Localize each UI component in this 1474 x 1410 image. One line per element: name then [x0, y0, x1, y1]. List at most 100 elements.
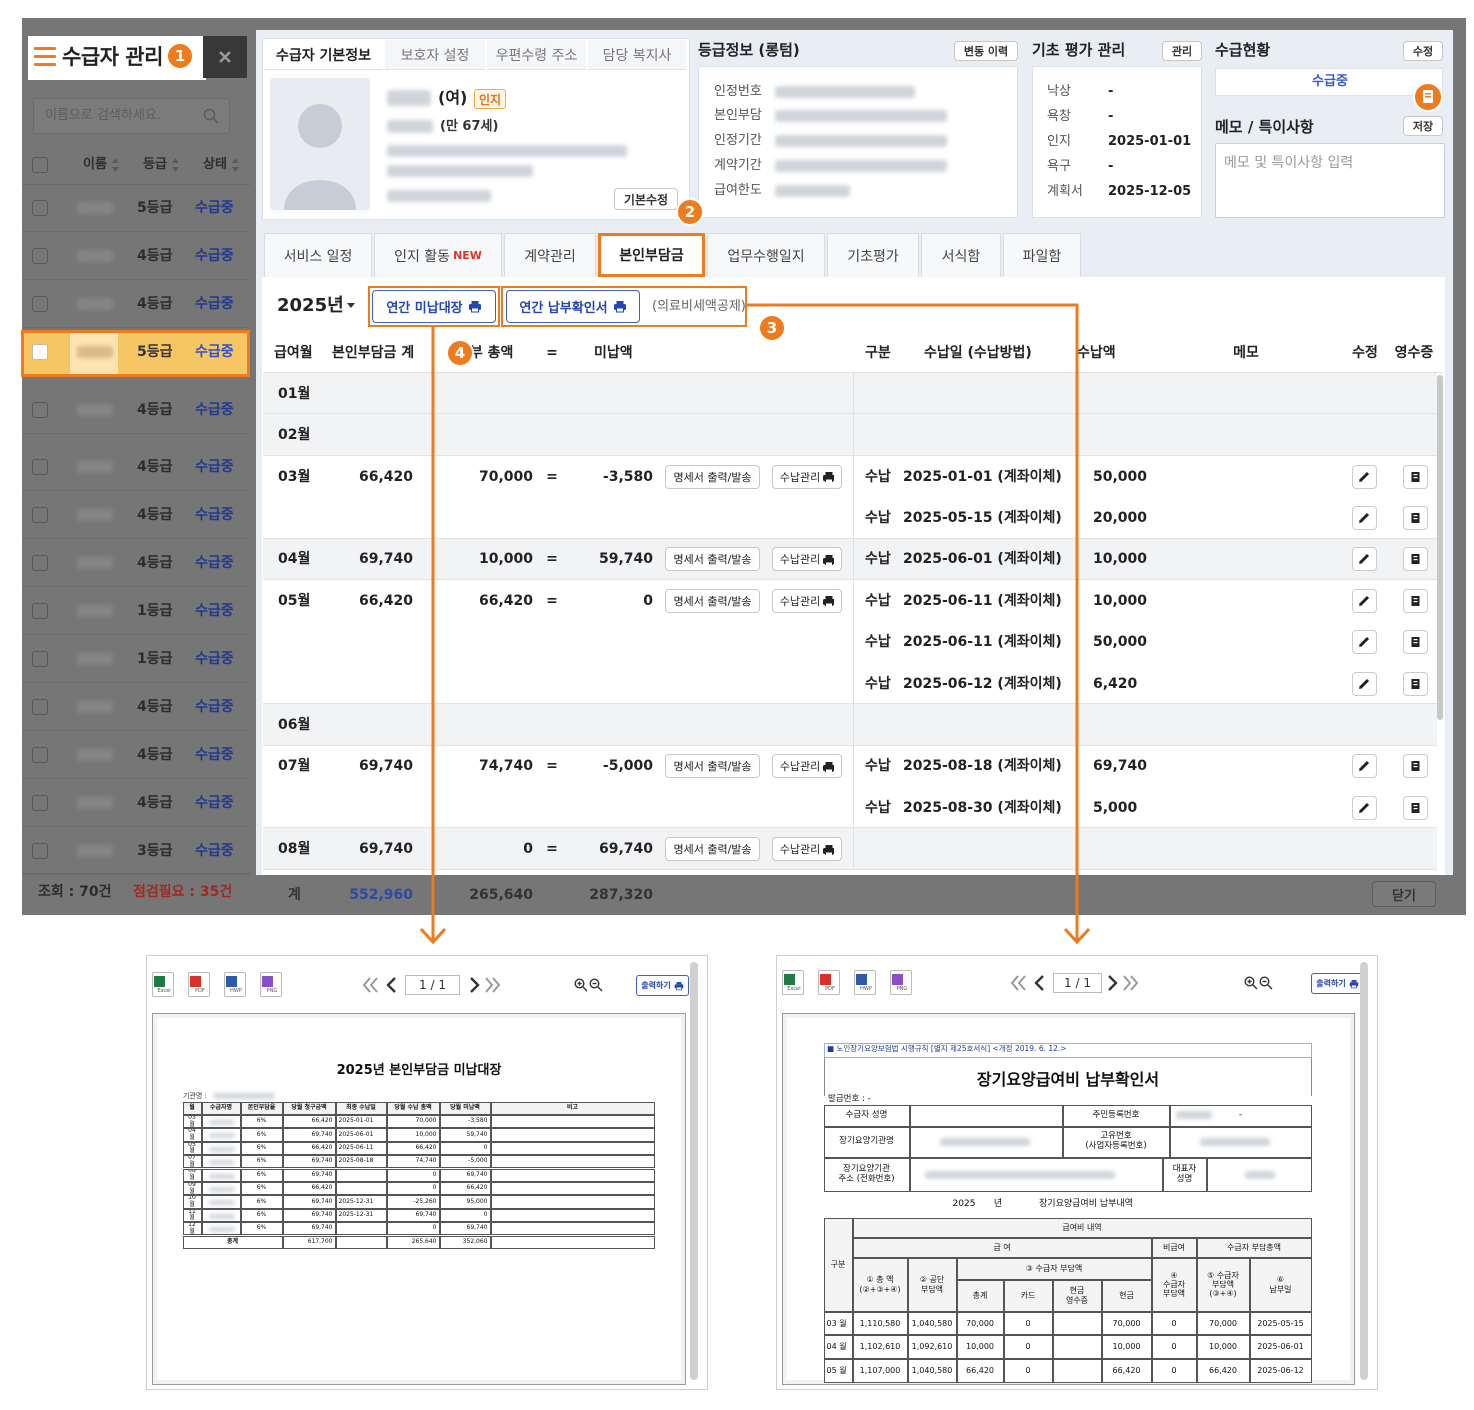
export-icon[interactable]: PDF	[818, 970, 840, 995]
button[interactable]: 연간 납부확인서	[506, 290, 640, 323]
receipt-button[interactable]	[1403, 505, 1428, 530]
icon-path	[1358, 471, 1370, 482]
export-icon[interactable]: PDF	[188, 972, 210, 997]
checkbox[interactable]	[32, 344, 48, 360]
export-icon[interactable]: Excel	[152, 972, 174, 997]
table-cell	[490, 1155, 655, 1169]
button[interactable]: 출력하기	[1311, 973, 1364, 994]
button[interactable]: 명세서 출력/발송	[665, 754, 760, 779]
equals: =	[546, 551, 558, 568]
receipt-button[interactable]	[1403, 671, 1428, 696]
profile-tab[interactable]: 우편수령 주소	[487, 40, 586, 70]
edit-button[interactable]	[1352, 547, 1377, 572]
button[interactable]: 연간 미납대장	[372, 290, 496, 323]
close-button[interactable]	[203, 36, 247, 78]
checkbox[interactable]	[32, 157, 48, 173]
button[interactable]: 명세서 출력/발송	[665, 464, 760, 489]
table-cell: 69,740	[282, 1155, 336, 1169]
export-icon[interactable]: Excel	[782, 970, 804, 995]
icon-path	[219, 51, 231, 63]
row-divider	[22, 634, 250, 635]
selected-row	[21, 330, 250, 377]
button[interactable]: 출력하기	[636, 975, 689, 996]
memo-textarea[interactable]	[1215, 143, 1445, 218]
profile-tab[interactable]: 보호자 설정	[385, 40, 485, 70]
table-cell: 0	[1151, 1335, 1197, 1359]
button[interactable]: 수납관리	[772, 464, 842, 489]
edit-button[interactable]	[1352, 505, 1377, 530]
button[interactable]: 변동 이력	[954, 41, 1018, 61]
checkbox[interactable]	[32, 843, 48, 859]
button[interactable]: 수납관리	[772, 588, 842, 613]
button[interactable]: 명세서 출력/발송	[665, 588, 760, 613]
blurred-text	[77, 509, 113, 521]
table-cell	[335, 1222, 387, 1236]
checkbox[interactable]	[32, 248, 48, 264]
receipt-button[interactable]	[1403, 547, 1428, 572]
checkbox[interactable]	[32, 603, 48, 619]
tab[interactable]: 파일함	[1003, 233, 1081, 277]
checkbox[interactable]	[32, 459, 48, 475]
checkbox[interactable]	[32, 747, 48, 763]
table-cell	[201, 1222, 241, 1236]
export-icon[interactable]: PNG	[890, 970, 912, 995]
button[interactable]: 기본수정	[614, 188, 678, 210]
text: -	[1108, 84, 1114, 99]
tab[interactable]: 기초평가	[827, 233, 919, 277]
blurred-text	[77, 202, 113, 214]
tab[interactable]: 서식함	[921, 233, 1001, 277]
receipt-button[interactable]	[1403, 588, 1428, 613]
checkbox[interactable]	[32, 795, 48, 811]
button[interactable]: 명세서 출력/발송	[665, 837, 760, 862]
export-icon[interactable]: HWP	[224, 972, 246, 997]
checkbox[interactable]	[32, 200, 48, 216]
tab[interactable]: 인지 활동 NEW	[374, 233, 502, 277]
button[interactable]: 수납관리	[772, 547, 842, 572]
edit-button[interactable]	[1352, 464, 1377, 489]
export-icon[interactable]: HWP	[854, 970, 876, 995]
search-box[interactable]	[33, 98, 230, 134]
edit-button[interactable]	[1352, 588, 1377, 613]
edit-button[interactable]	[1352, 630, 1377, 655]
help-icon[interactable]	[1413, 82, 1443, 112]
button[interactable]: 수납관리	[772, 754, 842, 779]
profile-tab[interactable]: 담당 복지사	[588, 40, 686, 70]
icon-rect	[470, 307, 479, 313]
profile-tab[interactable]: 수급자 기본정보	[264, 40, 383, 70]
edit-button[interactable]	[1352, 795, 1377, 820]
text: 낙상	[1047, 84, 1071, 99]
tab[interactable]: 업무수행일지	[707, 233, 825, 277]
page-box[interactable]: 1 / 1	[405, 975, 460, 995]
text: 2025년 본인부담금 미납대장	[336, 1063, 502, 1078]
blurred-text	[940, 1138, 1030, 1146]
checkbox[interactable]	[32, 699, 48, 715]
table-cell	[490, 1181, 655, 1196]
equals: =	[546, 758, 558, 775]
tab[interactable]: 계약관리	[504, 233, 596, 277]
tab[interactable]: 서비스 일정	[264, 233, 372, 277]
checkbox[interactable]	[32, 651, 48, 667]
tab[interactable]: 본인부담금	[598, 233, 705, 277]
checkbox[interactable]	[32, 507, 48, 523]
edit-button[interactable]	[1352, 754, 1377, 779]
payment-date: 2025-06-11 (계좌이체)	[903, 634, 1062, 651]
export-icon[interactable]: PNG	[260, 972, 282, 997]
receipt-button[interactable]	[1403, 754, 1428, 779]
button[interactable]: 수정	[1403, 41, 1443, 61]
page-box[interactable]: 1 / 1	[1053, 973, 1102, 993]
receipt-button[interactable]	[1403, 630, 1428, 655]
checkbox[interactable]	[32, 555, 48, 571]
checkbox[interactable]	[32, 402, 48, 418]
receipt-button[interactable]	[1403, 795, 1428, 820]
edit-button[interactable]	[1352, 671, 1377, 696]
button[interactable]: 닫기	[1372, 881, 1436, 907]
button[interactable]: 저장	[1403, 116, 1443, 136]
button[interactable]: 관리	[1162, 41, 1202, 61]
checkbox[interactable]	[32, 296, 48, 312]
receipt-button[interactable]	[1403, 464, 1428, 489]
pager-prev	[1010, 975, 1046, 991]
column-header: 메모	[1233, 345, 1259, 361]
text: 년	[993, 1199, 1003, 1209]
button[interactable]: 명세서 출력/발송	[665, 547, 760, 572]
button[interactable]: 수납관리	[772, 837, 842, 862]
